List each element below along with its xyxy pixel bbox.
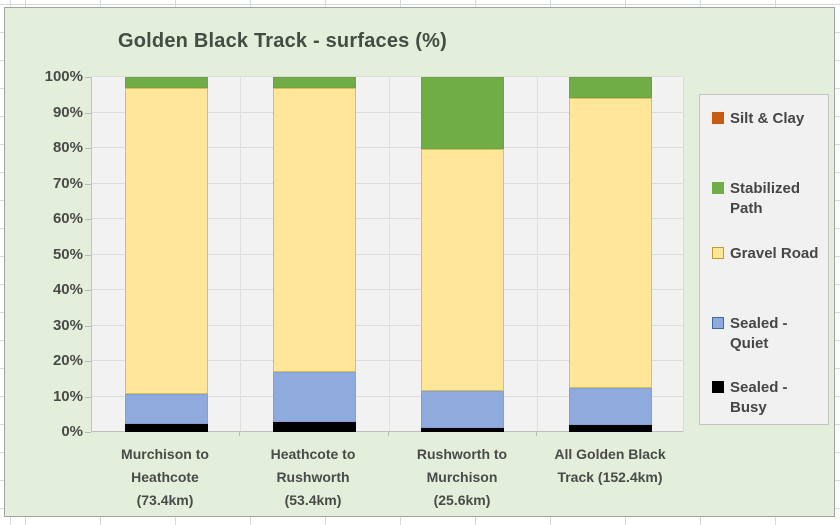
gridline (92, 218, 683, 219)
y-tick-mark (85, 290, 91, 291)
category-boundary-line (240, 77, 241, 432)
chart-title: Golden Black Track - surfaces (%) (118, 30, 447, 52)
bar-segment-sealed-busy[interactable] (125, 424, 208, 432)
legend-box[interactable]: Silt & Clay Stabilized Path Gravel Road Sea… (699, 94, 829, 425)
y-tick-label: 20% (52, 352, 83, 369)
bar-segment-sealed-quiet[interactable] (273, 372, 356, 422)
bar-segment-stabilized-path[interactable] (125, 77, 208, 88)
y-tick-mark (85, 396, 91, 398)
legend-item-gravel-road[interactable]: Gravel Road (712, 244, 818, 264)
bar-segment-gravel-road[interactable] (125, 88, 208, 394)
y-tick-label: 90% (52, 103, 83, 121)
x-axis-line (92, 431, 683, 432)
gridline (92, 289, 683, 290)
bar-all-golden-black[interactable] (569, 77, 652, 432)
legend-swatch-sealed-quiet (712, 317, 724, 329)
category-boundary-line (537, 77, 538, 432)
legend-label: Sealed - Quiet (730, 315, 788, 352)
y-tick-mark (85, 219, 91, 220)
bar-murchison-to[interactable] (125, 77, 208, 432)
gridline (92, 147, 683, 148)
bar-segment-sealed-quiet[interactable] (569, 388, 652, 425)
plot-area[interactable] (91, 76, 684, 432)
gridline (92, 253, 683, 255)
bar-segment-stabilized-path[interactable] (421, 77, 504, 149)
legend-item-silt-clay[interactable]: Silt & Clay (712, 109, 804, 129)
x-tick-mark (239, 432, 240, 436)
bar-segment-sealed-busy[interactable] (273, 422, 356, 432)
legend-swatch-sealed-busy (712, 381, 724, 393)
bar-segment-gravel-road[interactable] (421, 149, 504, 391)
y-tick-label: 10% (52, 387, 83, 405)
x-category-label: Rushworth to Murchison (25.6km) (416, 446, 508, 508)
x-category-label: Heathcote to Rushworth (53.4km) (270, 446, 356, 508)
gridline (92, 111, 683, 113)
y-tick-mark (85, 77, 91, 78)
y-tick-mark (85, 361, 91, 362)
category-boundary-line (389, 77, 390, 432)
y-tick-label: 30% (52, 316, 83, 334)
y-tick-mark (85, 254, 91, 256)
legend-item-sealed-busy[interactable]: Sealed - Busy (712, 378, 828, 418)
bar-segment-sealed-quiet[interactable] (125, 394, 208, 424)
legend-label: Gravel Road (730, 245, 819, 262)
y-tick-mark (85, 432, 91, 433)
y-tick-label: 60% (52, 210, 83, 227)
y-tick-label: 80% (52, 139, 83, 156)
legend-label: Silt & Clay (730, 110, 805, 127)
y-tick-label: 50% (52, 245, 83, 263)
gridline (92, 182, 683, 184)
legend-item-sealed-quiet[interactable]: Sealed - Quiet (712, 314, 788, 354)
chart-object[interactable]: Golden Black Track - surfaces (%) 0% 10% 2… (4, 7, 835, 517)
y-tick-mark (85, 148, 91, 149)
y-tick-label: 70% (52, 174, 83, 192)
x-tick-mark (536, 432, 537, 436)
legend-item-stabilized-path[interactable]: Stabilized Path (712, 179, 800, 219)
bar-segment-sealed-busy[interactable] (569, 425, 652, 432)
legend-swatch-gravel-road (712, 247, 724, 259)
x-tick-mark (388, 432, 389, 436)
x-category-label: Murchison to Heathcote (73.4km) (121, 446, 209, 508)
y-tick-mark (85, 112, 91, 114)
legend-swatch-silt-clay (712, 112, 724, 124)
bar-segment-stabilized-path[interactable] (569, 77, 652, 98)
gridline (92, 76, 683, 77)
bar-segment-stabilized-path[interactable] (273, 77, 356, 88)
bar-segment-sealed-busy[interactable] (421, 428, 504, 432)
legend-label: Stabilized Path (730, 180, 801, 217)
y-tick-label: 40% (52, 281, 83, 298)
gridline (92, 324, 683, 326)
legend-swatch-stabilized-path (712, 182, 724, 194)
bar-heathcote-to[interactable] (273, 77, 356, 432)
bar-segment-gravel-road[interactable] (569, 98, 652, 388)
y-tick-mark (85, 325, 91, 327)
bar-segment-gravel-road[interactable] (273, 88, 356, 372)
bar-segment-sealed-quiet[interactable] (421, 391, 504, 428)
y-tick-label: 100% (44, 68, 83, 85)
legend-label: Sealed - Busy (730, 379, 788, 416)
gridline (92, 360, 683, 361)
gridline (92, 395, 683, 397)
x-category-label: All Golden Black Track (152.4km) (554, 446, 666, 485)
y-tick-mark (85, 183, 91, 185)
bar-rushworth-to[interactable] (421, 77, 504, 432)
y-tick-label: 0% (61, 423, 83, 440)
